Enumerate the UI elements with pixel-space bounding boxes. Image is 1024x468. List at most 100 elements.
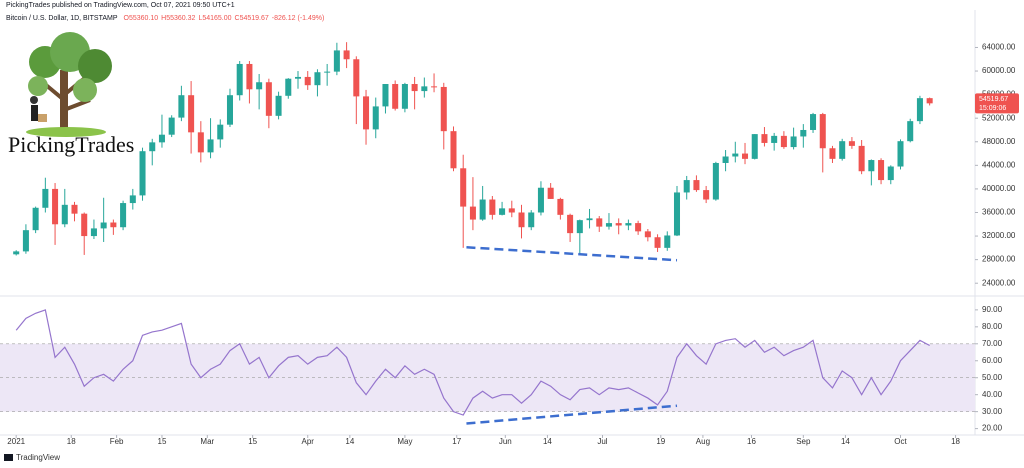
candle-body [712, 162, 719, 200]
x-tick-label: 2021 [7, 437, 25, 446]
x-tick-label: 15 [158, 437, 167, 446]
candle-body [178, 95, 185, 118]
x-tick-label: 14 [543, 437, 552, 446]
candle-body [829, 148, 836, 159]
candle-body [149, 142, 156, 152]
candle-body [761, 134, 768, 143]
candle-body [625, 223, 632, 226]
logo: PickingTrades [8, 32, 134, 157]
candle-body [810, 114, 817, 130]
candle-body [265, 82, 272, 116]
candle-body [61, 204, 68, 225]
candle-body [683, 180, 690, 193]
y-tick-label: 80.00 [982, 322, 1003, 331]
logo-leaves [78, 49, 112, 83]
footer-icon [4, 454, 13, 461]
candle-body [839, 141, 846, 159]
candle-body [547, 187, 554, 199]
candle-body [596, 218, 603, 227]
x-tick-label: 14 [841, 437, 850, 446]
x-tick-label: Oct [894, 437, 907, 446]
trendline [466, 404, 678, 425]
candle-body [508, 208, 515, 213]
candle-body [81, 213, 88, 237]
candle-body [790, 136, 797, 148]
candle-body [120, 203, 127, 228]
candle-body [722, 156, 729, 163]
x-tick-label: 15 [248, 437, 257, 446]
candle-body [363, 96, 370, 130]
y-tick-label: 40.00 [982, 390, 1003, 399]
candle-body [236, 63, 243, 96]
price-tag-countdown: 15:09:06 [979, 105, 1006, 112]
candle-body [732, 153, 739, 157]
candle-body [635, 223, 642, 232]
open-value: O55360.10 [124, 15, 159, 22]
candle-body [868, 160, 875, 172]
candle-body [605, 223, 612, 227]
candle-body [285, 78, 292, 96]
logo-person [30, 96, 38, 104]
candle-body [158, 134, 165, 143]
candle-body [897, 141, 904, 167]
candle-body [304, 76, 311, 86]
y-tick-label: 40000.00 [982, 184, 1016, 193]
candle-body [343, 50, 350, 60]
candle-body [771, 135, 778, 143]
candle-body [800, 129, 807, 137]
candle-body [693, 180, 700, 191]
low-value: L54165.00 [198, 15, 231, 22]
candle-body [654, 237, 661, 248]
x-tick-label: 18 [67, 437, 76, 446]
candle-body [411, 84, 418, 92]
candle-body [392, 84, 399, 109]
y-tick-label: 28000.00 [982, 255, 1016, 264]
candle-body [907, 121, 914, 142]
logo-person [31, 105, 38, 121]
y-tick-label: 30.00 [982, 407, 1003, 416]
candle-body [353, 59, 360, 97]
candle-body [576, 220, 583, 234]
footer: TradingView [4, 453, 60, 462]
y-tick-label: 48000.00 [982, 137, 1016, 146]
candle-body [226, 95, 233, 125]
logo-text: PickingTrades [8, 132, 134, 157]
candle-body [42, 188, 49, 208]
published-line: PickingTrades published on TradingView.c… [6, 2, 235, 9]
x-tick-label: 16 [747, 437, 756, 446]
y-tick-label: 60.00 [982, 356, 1003, 365]
candle-body [615, 223, 622, 226]
candle-body [742, 153, 749, 159]
candle-body [52, 188, 59, 225]
candle-body [916, 98, 923, 122]
x-tick-label: Jul [597, 437, 607, 446]
candle-body [197, 132, 204, 153]
price-tag-value: 54519.67 [979, 96, 1008, 103]
x-tick-label: Apr [301, 437, 314, 446]
candle-body [275, 95, 282, 116]
x-tick-label: 19 [656, 437, 665, 446]
candle-body [22, 230, 29, 252]
x-tick-label: 18 [951, 437, 960, 446]
candle-body [926, 98, 933, 104]
x-tick-label: May [397, 437, 412, 446]
candle-body [664, 235, 671, 248]
candle-body [489, 199, 496, 215]
change-value: -826.12 (-1.49%) [272, 15, 325, 22]
candle-body [294, 76, 302, 79]
candle-body [751, 134, 758, 159]
candle-body [314, 72, 321, 86]
candle-body [537, 187, 544, 213]
candle-body [858, 145, 865, 172]
trendline [466, 246, 678, 262]
candle-body [382, 84, 389, 107]
rsi-line [15, 309, 930, 416]
candle-body [431, 86, 438, 88]
candle-body [819, 114, 826, 149]
y-tick-label: 36000.00 [982, 208, 1016, 217]
candle-body [168, 117, 175, 135]
x-tick-label: 14 [345, 437, 354, 446]
candle-body [324, 71, 331, 73]
